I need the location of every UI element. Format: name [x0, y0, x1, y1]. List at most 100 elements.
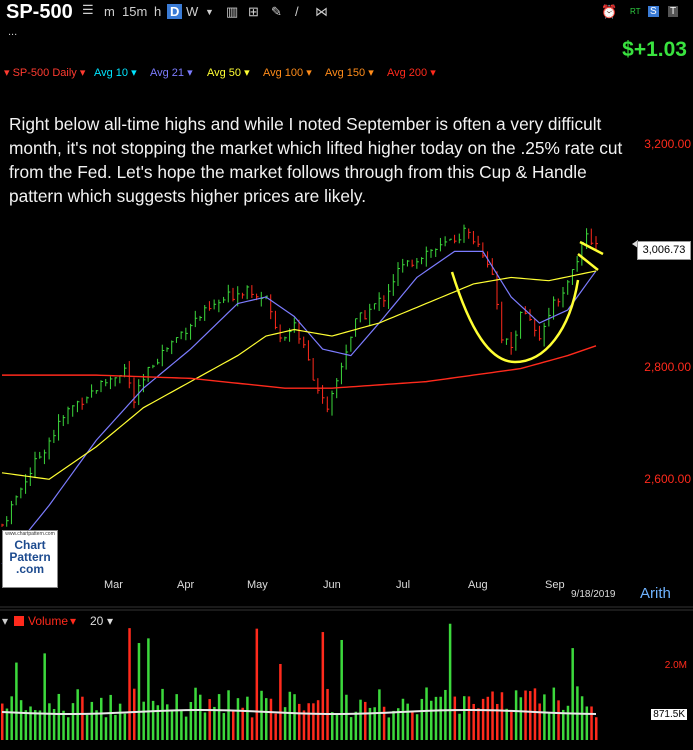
volume-bar: [180, 710, 183, 740]
interval-w[interactable]: W: [186, 4, 199, 19]
volume-bar: [81, 696, 84, 740]
volume-bar: [24, 710, 28, 740]
volume-bar: [491, 691, 494, 740]
volume-label[interactable]: Volume: [28, 614, 69, 628]
volume-menu-icon[interactable]: ▾: [2, 614, 9, 628]
volume-bar: [227, 690, 230, 740]
y-tick-label: 2,800.00: [644, 360, 691, 374]
scale-toggle[interactable]: Arith: [640, 585, 671, 602]
legend-avg150[interactable]: Avg 150 ▾: [325, 67, 374, 79]
volume-bar: [90, 701, 94, 740]
volume-bar: [114, 714, 117, 740]
volume-bar: [123, 713, 127, 740]
legend-avg21[interactable]: Avg 21 ▾: [150, 67, 193, 79]
volume-bar: [208, 699, 211, 740]
volume-bar: [48, 703, 51, 740]
volume-bar: [265, 698, 268, 740]
brush-icon[interactable]: /: [295, 4, 299, 19]
volume-bar: [293, 694, 296, 740]
ticker-symbol[interactable]: SP-500: [6, 1, 73, 23]
alarm-icon[interactable]: ⏰: [601, 4, 618, 19]
volume-bar: [557, 700, 560, 740]
volume-bar: [118, 703, 122, 740]
interval-d[interactable]: D: [167, 4, 183, 19]
volume-bar: [359, 699, 362, 740]
legend-avg100[interactable]: Avg 100 ▾: [263, 67, 312, 79]
volume-bar: [510, 711, 513, 740]
x-tick-label: Apr: [177, 579, 195, 591]
dropdown-icon[interactable]: ▼: [205, 7, 214, 17]
text-icon[interactable]: T: [668, 6, 679, 17]
share-icon[interactable]: ⋈: [315, 4, 328, 19]
volume-bar: [57, 693, 61, 740]
y-tick-label: 3,200.00: [644, 137, 691, 151]
legend-symbol[interactable]: ▾ SP-500 Daily ▾: [4, 67, 86, 79]
volume-bar: [62, 710, 65, 740]
volume-bar: [543, 694, 546, 740]
volume-bar: [109, 694, 112, 740]
volume-bar: [331, 712, 334, 740]
rt-badge: RT: [630, 7, 641, 16]
volume-bar: [142, 701, 145, 740]
annotation-text: Right below all-time highs and while I n…: [9, 114, 623, 206]
volume-bar: [458, 713, 461, 740]
volume-bar: [585, 706, 589, 740]
volume-bar: [279, 663, 282, 740]
volume-bar: [5, 708, 9, 740]
bar-chart-icon[interactable]: ▥: [226, 4, 239, 19]
volume-bar: [486, 696, 490, 740]
volume-bar: [496, 703, 499, 740]
volume-bar: [434, 696, 438, 740]
volume-bar: [349, 717, 353, 740]
x-tick-label: Sep: [545, 579, 565, 591]
volume-bar: [580, 696, 584, 740]
add-chart-icon[interactable]: ⊞: [248, 4, 259, 19]
volume-bar: [368, 707, 372, 740]
interval-15m[interactable]: 15m: [122, 4, 148, 19]
moving-averages: [1, 250, 597, 565]
interval-m[interactable]: m: [104, 4, 115, 19]
volume-bar: [85, 714, 89, 740]
volume-bar: [373, 707, 376, 740]
volume-bar: [302, 710, 306, 740]
volume-average-line: [1, 708, 597, 715]
volume-bar: [184, 716, 188, 740]
x-tick-label: May: [247, 579, 268, 591]
volume-bar: [189, 701, 193, 740]
volume-bar: [288, 691, 292, 740]
volume-bar: [222, 713, 226, 740]
volume-bar: [448, 623, 452, 740]
volume-bar: [463, 696, 466, 740]
volume-avg-label: 871.5K: [651, 709, 687, 720]
menu-icon[interactable]: ☰: [82, 2, 94, 17]
legend-avg200[interactable]: Avg 200 ▾: [387, 67, 436, 79]
volume-bar: [161, 688, 164, 740]
volume-bar: [477, 708, 480, 740]
volume-bar: [38, 710, 42, 740]
avg200-line: [2, 345, 597, 389]
volume-bar: [269, 698, 273, 740]
volume-bar: [250, 717, 254, 740]
volume-bar: [481, 698, 485, 740]
volume-bar: [137, 643, 141, 740]
volume-bar: [71, 703, 75, 740]
volume-period[interactable]: 20: [90, 614, 104, 628]
legend-avg10[interactable]: Avg 10 ▾: [94, 67, 137, 79]
volume-bar: [420, 698, 424, 740]
cup-handle-pattern: [450, 240, 604, 364]
volume-bar: [430, 700, 433, 740]
x-tick-label: Aug: [468, 579, 488, 591]
draw-icon[interactable]: ✎: [271, 4, 282, 19]
legend-avg50[interactable]: Avg 50 ▾: [207, 67, 250, 79]
volume-bar: [67, 717, 70, 740]
more-dots[interactable]: ...: [8, 26, 18, 38]
volume-bar: [345, 694, 348, 740]
volume-bar: [316, 700, 320, 740]
stockcharts-icon[interactable]: S: [648, 6, 659, 17]
volume-bar: [524, 690, 527, 740]
volume-bar: [382, 706, 386, 740]
x-tick-label: Jul: [396, 579, 411, 591]
interval-h[interactable]: h: [154, 4, 162, 19]
volume-bar: [307, 703, 310, 740]
